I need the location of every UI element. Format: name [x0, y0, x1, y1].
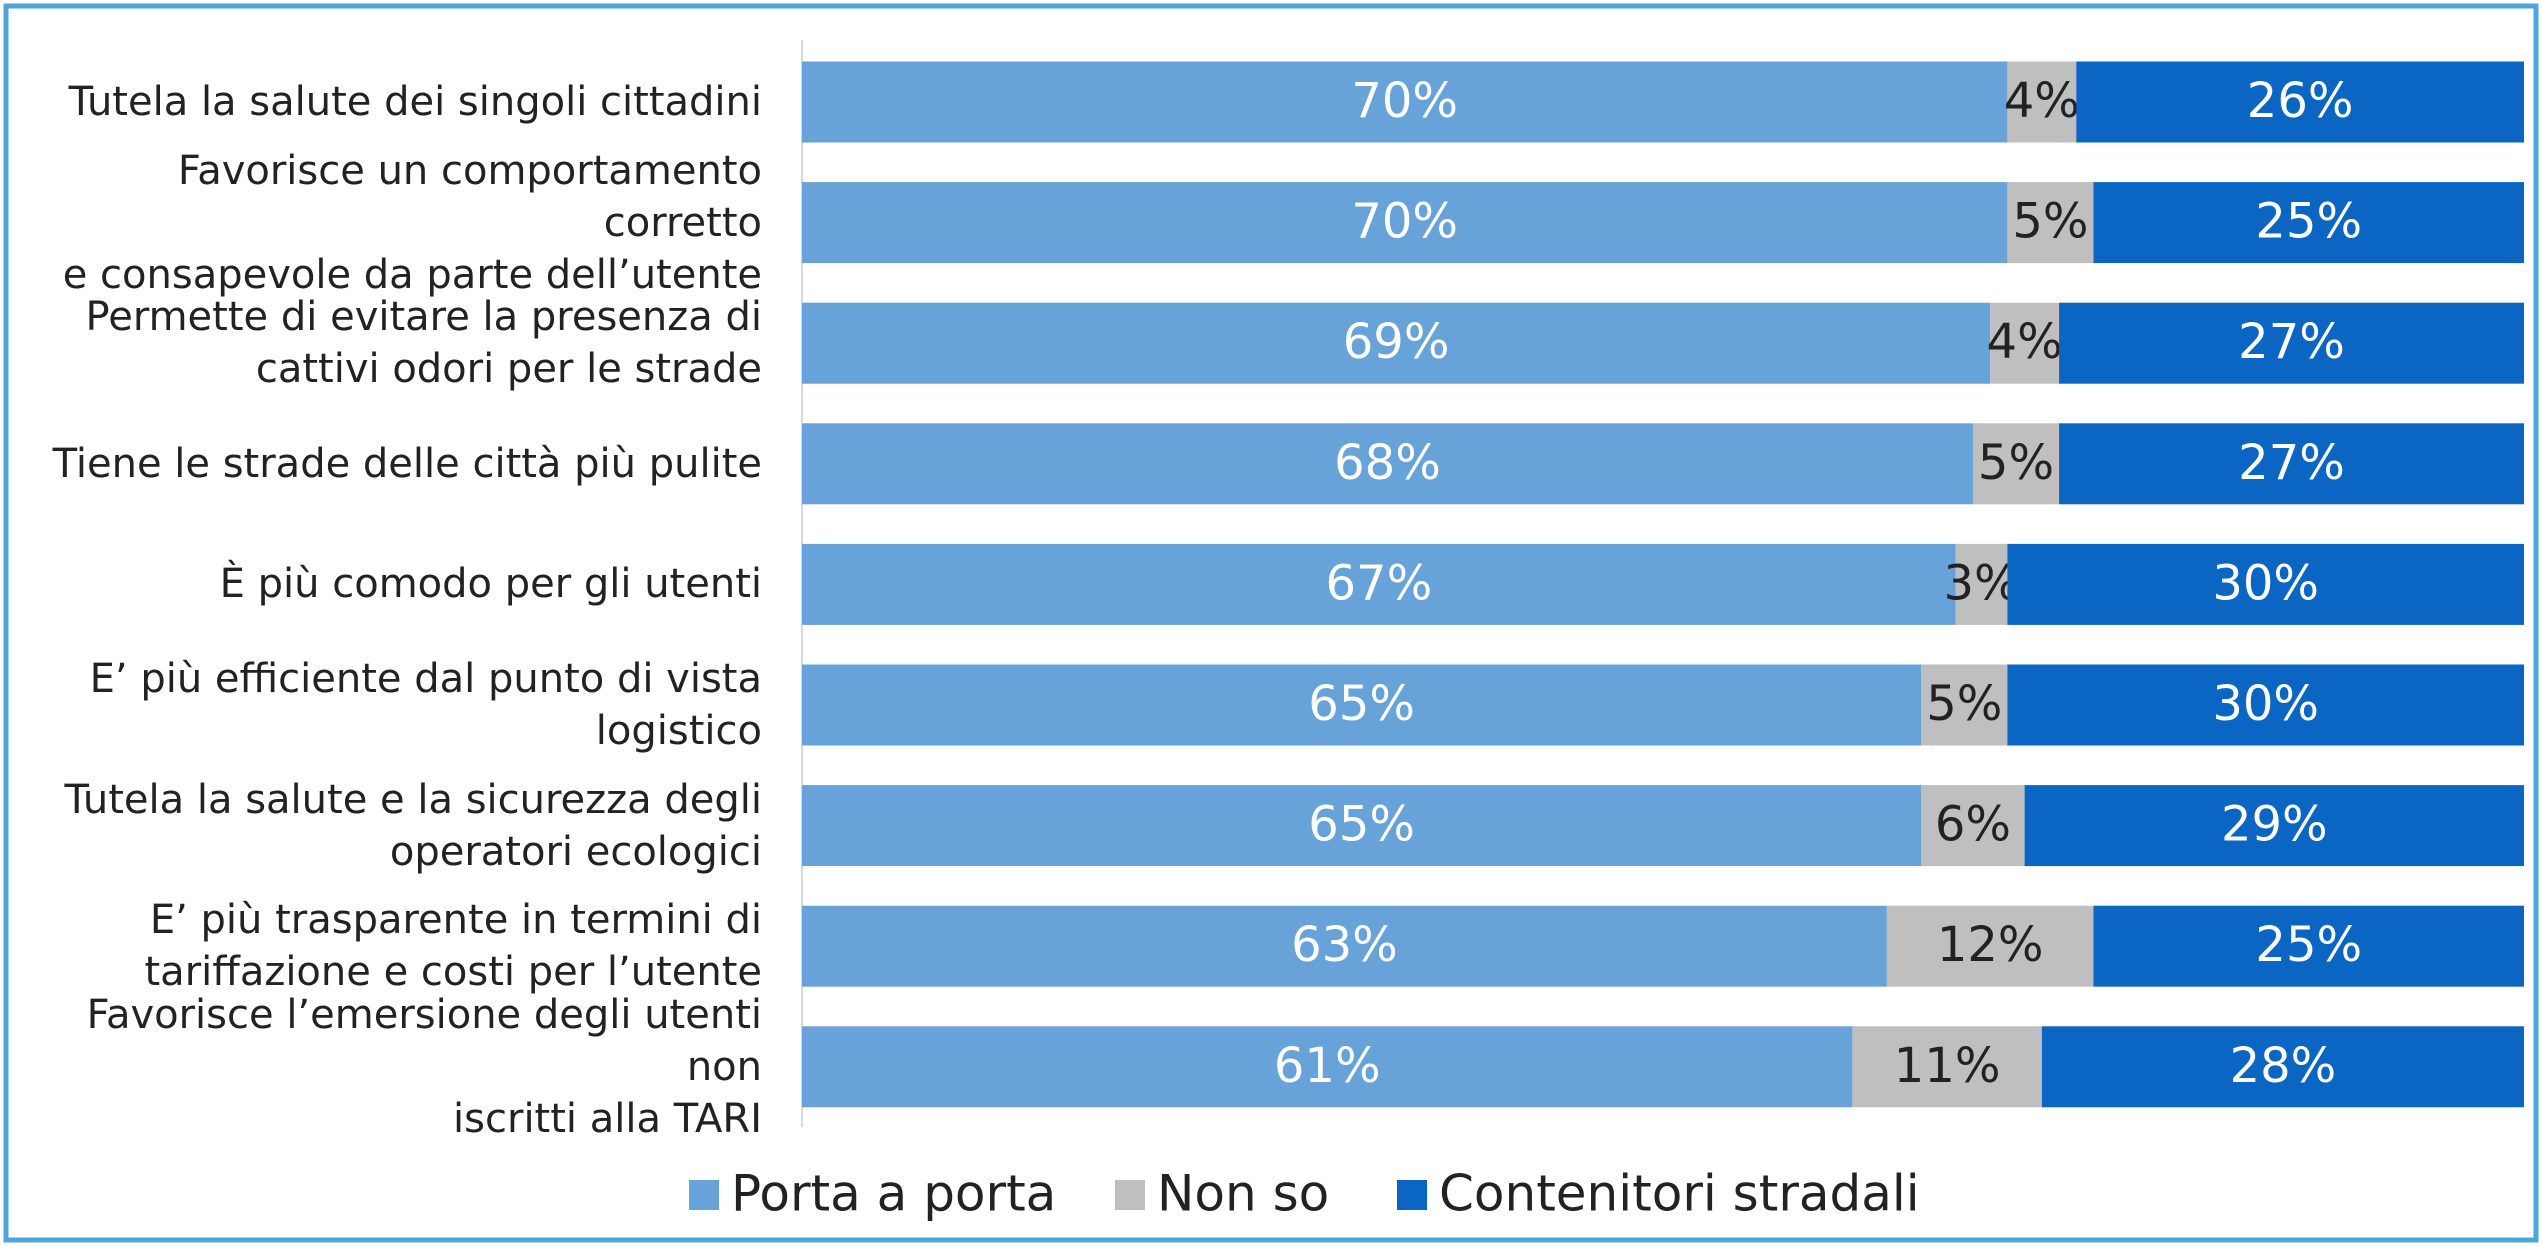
legend-swatch	[1397, 1180, 1427, 1210]
value-label: 29%	[2221, 797, 2328, 853]
category-label: Tiene le strade delle città più pulite	[52, 440, 762, 487]
value-label: 65%	[1308, 797, 1415, 853]
value-label: 65%	[1308, 676, 1415, 732]
value-label: 30%	[2212, 555, 2319, 611]
bar-segment	[802, 785, 1922, 867]
bar-segment	[2007, 61, 2077, 143]
value-label: 70%	[1351, 73, 1458, 129]
legend-label: Non so	[1157, 1165, 1329, 1223]
value-label: 12%	[1937, 917, 2044, 973]
legend-label: Porta a porta	[731, 1165, 1056, 1223]
value-label: 70%	[1351, 194, 1458, 250]
bar-segment	[2041, 1026, 2524, 1108]
value-label: 27%	[2238, 314, 2345, 370]
bar-segment	[1972, 423, 2060, 505]
bar-segment	[2024, 785, 2524, 867]
bar-segment	[802, 61, 2008, 143]
bar-segment	[2093, 182, 2524, 264]
bar-segment	[2007, 543, 2524, 625]
bar-segment	[802, 302, 1991, 384]
bar-segment	[2059, 423, 2524, 505]
bar-segment	[802, 543, 1956, 625]
value-label: 28%	[2230, 1038, 2337, 1094]
bar-segment	[1955, 543, 2008, 625]
legend-swatch	[689, 1180, 719, 1210]
bar-segment	[802, 664, 1922, 746]
value-label: 5%	[1978, 435, 2054, 491]
legend-swatch	[1115, 1180, 1145, 1210]
bar-segment	[802, 905, 1887, 987]
category-label: Favorisce l’emersione degli utenti non i…	[86, 991, 762, 1142]
value-label: 63%	[1291, 917, 1398, 973]
value-label: 4%	[1987, 314, 2063, 370]
value-label: 67%	[1326, 555, 1433, 611]
value-label: 30%	[2212, 676, 2319, 732]
value-label: 5%	[2012, 194, 2088, 250]
category-label: Permette di evitare la presenza di catti…	[85, 294, 762, 393]
legend-label: Contenitori stradali	[1439, 1165, 1920, 1223]
bar-segment	[1886, 905, 2094, 987]
bar-segment	[1921, 664, 2008, 746]
bar-segment	[1990, 302, 2060, 384]
bar-segment	[802, 182, 2008, 264]
value-label: 3%	[1943, 555, 2019, 611]
bar-segment	[802, 1026, 1853, 1108]
value-label: 25%	[2255, 917, 2362, 973]
frame	[3, 3, 2539, 1243]
bar-segment	[2093, 905, 2524, 987]
bar-segment	[2076, 61, 2524, 143]
category-label: E’ più trasparente in termini di tariffa…	[144, 897, 763, 996]
bar-segment	[2059, 302, 2524, 384]
bar-segment	[1852, 1026, 2042, 1108]
value-label: 6%	[1935, 797, 2011, 853]
value-label: 25%	[2255, 194, 2362, 250]
category-label: E’ più efficiente dal punto di vista log…	[89, 656, 762, 754]
bar-segment	[1921, 785, 2025, 867]
value-label: 68%	[1334, 435, 1441, 491]
value-label: 11%	[1894, 1038, 2001, 1094]
value-label: 5%	[1926, 676, 2002, 732]
bar-segment	[802, 423, 1973, 505]
bar-segment	[2007, 664, 2524, 746]
category-label: Tutela la salute dei singoli cittadini	[68, 79, 762, 125]
category-label: È più comodo per gli utenti	[219, 561, 762, 608]
value-label: 26%	[2247, 73, 2354, 129]
value-label: 4%	[2004, 73, 2080, 129]
value-label: 69%	[1343, 314, 1450, 370]
category-label: Tutela la salute e la sicurezza degli op…	[64, 776, 762, 875]
value-label: 27%	[2238, 435, 2345, 491]
category-label: Favorisce un comportamento corretto e co…	[62, 147, 762, 298]
value-label: 61%	[1274, 1038, 1381, 1094]
bar-segment	[2007, 182, 2094, 264]
